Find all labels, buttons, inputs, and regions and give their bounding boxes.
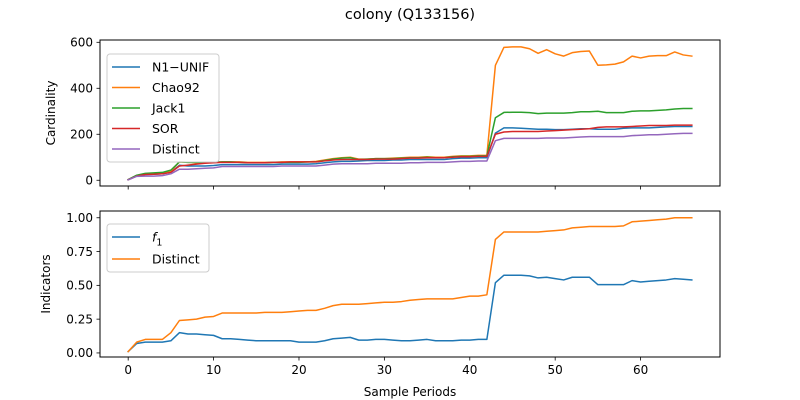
cardinality-y-tick-label: 0 [85,174,93,188]
x-tick-label: 60 [633,363,648,377]
cardinality-legend-label-chao92: Chao92 [152,80,200,95]
cardinality-axis-ticks: 0 200 400 600 [70,36,641,190]
indicators-legend-frame [106,223,210,273]
x-tick-label: 20 [291,363,306,377]
indicators-y-tick-label: 0.50 [66,279,93,293]
cardinality-legend: N1−UNIF Chao92 Jack1 SOR Distinct [106,53,220,163]
cardinality-y-tick-label: 600 [70,36,93,50]
indicators-legend-label-f1: f1 [152,230,162,249]
cardinality-y-tick-label: 400 [70,82,93,96]
cardinality-legend-label-n1-unif: N1−UNIF [152,60,209,75]
indicators-line-f1 [127,274,693,353]
indicators-legend: f1 Distinct [106,223,210,273]
x-tick-label: 50 [548,363,563,377]
indicators-line-distinct [127,217,693,353]
x-tick-label: 0 [124,363,132,377]
indicators-series-lines [127,217,693,353]
cardinality-legend-label-distinct: Distinct [152,142,200,157]
x-tick-label: 40 [462,363,477,377]
x-tick-label: 30 [377,363,392,377]
figure-title: colony (Q133156) [345,7,475,23]
indicators-y-tick-label: 1.00 [66,211,93,225]
indicators-axes-frame [99,210,721,358]
cardinality-line-sor [127,124,693,181]
indicators-panel: 0 10 20 30 40 50 60 0.00 0.25 0.50 0.75 1.00 Indica… [39,210,721,399]
cardinality-y-tick-label: 200 [70,128,93,142]
x-tick-label: 10 [206,363,221,377]
cardinality-axes-frame [99,39,721,187]
cardinality-panel: 0 200 400 600 Cardinality N1−UNIF Chao92 Jack… [44,36,721,190]
cardinality-series-lines [127,46,693,181]
cardinality-legend-label-sor: SOR [152,121,179,136]
x-axis-label: Sample Periods [364,385,456,399]
indicators-axis-ticks: 0 10 20 30 40 50 60 0.00 0.25 0.50 0.75 1.00 [66,211,648,377]
indicators-y-tick-label: 0.00 [66,346,93,360]
cardinality-legend-label-jack1: Jack1 [151,101,185,116]
cardinality-y-axis-label: Cardinality [44,81,58,146]
indicators-y-tick-label: 0.75 [66,245,93,259]
indicators-y-axis-label: Indicators [39,254,53,313]
indicators-legend-label-distinct: Distinct [152,252,200,267]
cardinality-line-n1-unif [127,125,693,181]
indicators-y-tick-label: 0.25 [66,312,93,326]
cardinality-legend-frame [106,53,220,163]
cardinality-line-distinct [127,132,693,181]
